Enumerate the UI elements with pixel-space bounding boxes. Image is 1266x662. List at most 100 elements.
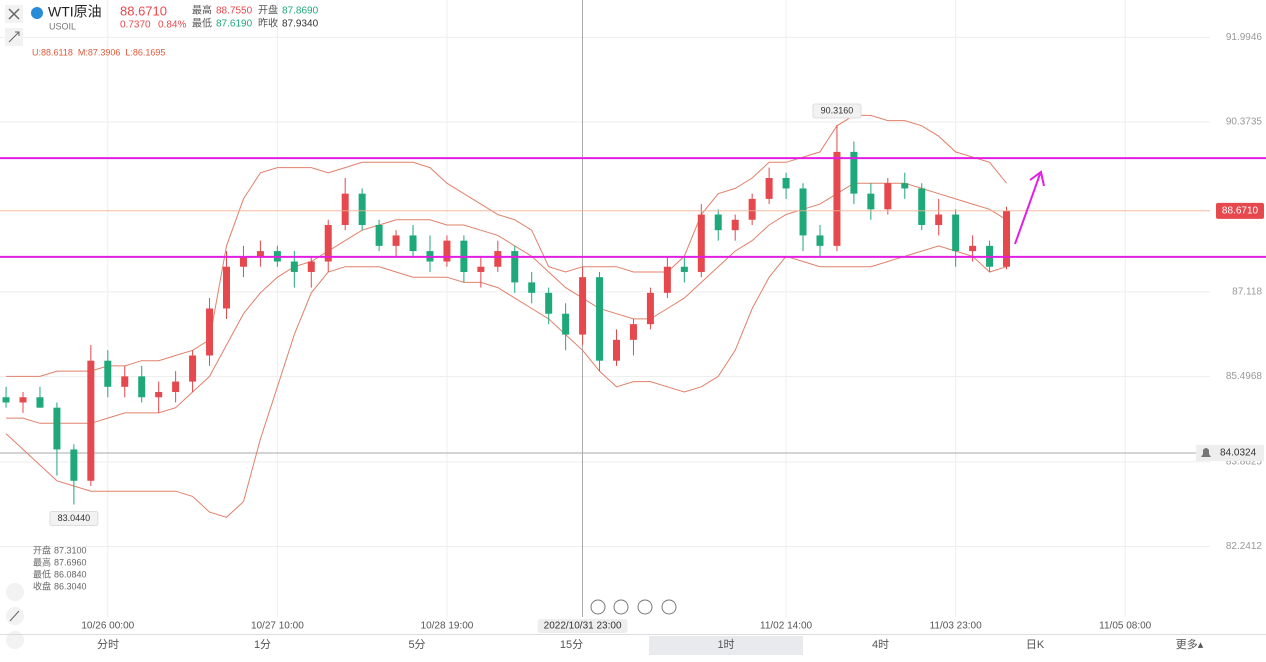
candle-body bbox=[189, 355, 197, 382]
x-tick-label: 11/05 08:00 bbox=[1099, 621, 1152, 632]
symbol[interactable]: WTI原油 bbox=[48, 4, 102, 20]
tab[interactable]: 15分 bbox=[560, 638, 583, 651]
candle-body bbox=[646, 292, 654, 325]
bollinger-band bbox=[6, 114, 1007, 377]
code: USOIL bbox=[49, 21, 76, 31]
y-tick-label: 90.3735 bbox=[1226, 117, 1263, 128]
price: 88.6710 bbox=[120, 3, 167, 18]
arrow-annotation bbox=[1014, 170, 1045, 245]
alert-label: 84.0324 bbox=[1220, 448, 1257, 459]
candle-body bbox=[545, 292, 553, 314]
candle-body bbox=[680, 266, 688, 272]
tab[interactable]: 日K bbox=[1026, 639, 1045, 651]
candle-body bbox=[121, 376, 129, 387]
candle-body bbox=[36, 397, 44, 408]
x-tick-label: 10/26 00:00 bbox=[81, 621, 134, 632]
y-tick-label: 91.9946 bbox=[1226, 32, 1263, 43]
x-tick-label: 10/27 10:00 bbox=[251, 621, 304, 632]
compare-button[interactable] bbox=[6, 631, 24, 649]
x-tick-label: 10/28 19:00 bbox=[421, 621, 474, 632]
candle-body bbox=[901, 183, 909, 189]
stat-label: 昨收 bbox=[258, 17, 278, 30]
stat-value: 87.6190 bbox=[216, 19, 253, 30]
x-tick-label: 11/02 14:00 bbox=[760, 621, 813, 632]
candle-body bbox=[731, 219, 739, 231]
tab[interactable]: 4时 bbox=[872, 638, 889, 651]
info-label: 收盘 bbox=[33, 580, 51, 591]
candle-body bbox=[748, 198, 756, 220]
candle-body bbox=[239, 256, 247, 267]
info-label: 最高 bbox=[33, 556, 51, 567]
y-tick-label: 87.118 bbox=[1232, 287, 1262, 298]
boll-legend: U:88.6118 M:87.3906 L:86.1695 bbox=[32, 47, 165, 57]
extreme-label: 90.3160 bbox=[821, 105, 854, 115]
candle-body bbox=[663, 266, 671, 293]
info-value: 87.3100 bbox=[54, 545, 87, 555]
x-tick-label: 11/03 23:00 bbox=[930, 621, 983, 632]
candle-body bbox=[884, 183, 892, 210]
tab[interactable]: 更多▴ bbox=[1176, 637, 1204, 651]
playback-controls[interactable] bbox=[590, 599, 677, 615]
next[interactable] bbox=[637, 599, 653, 615]
close-icon bbox=[8, 8, 20, 20]
bell-icon bbox=[1201, 447, 1211, 457]
info-label: 最低 bbox=[33, 568, 51, 579]
candle-body bbox=[697, 214, 705, 272]
last-price-label: 88.6710 bbox=[1222, 205, 1259, 216]
extreme-label: 83.0440 bbox=[58, 513, 91, 523]
tab-active-bg bbox=[649, 636, 803, 655]
candle-body bbox=[596, 277, 604, 361]
candle-body bbox=[222, 266, 230, 309]
candle-body bbox=[53, 407, 61, 450]
crosshair-label-bg bbox=[537, 619, 628, 633]
zoom-out[interactable] bbox=[590, 599, 606, 615]
tab[interactable]: 1时 bbox=[717, 638, 734, 651]
candle-body bbox=[562, 313, 570, 335]
candle-body bbox=[307, 261, 315, 272]
candle-body bbox=[799, 188, 807, 236]
extreme-tag bbox=[812, 103, 862, 119]
zoom-in[interactable] bbox=[661, 599, 677, 615]
candle-body bbox=[341, 193, 349, 225]
candle-body bbox=[324, 224, 332, 262]
candle-body bbox=[358, 193, 366, 225]
candle-body bbox=[87, 360, 95, 481]
candle-body bbox=[969, 245, 977, 252]
candle-body bbox=[511, 251, 519, 283]
stat-value: 88.7550 bbox=[216, 6, 253, 17]
tab[interactable]: 1分 bbox=[254, 638, 271, 651]
symbol-icon bbox=[31, 7, 43, 19]
prev[interactable] bbox=[613, 599, 629, 615]
candle-body bbox=[155, 392, 163, 398]
tab[interactable]: 分时 bbox=[97, 638, 119, 651]
stat-label: 最高 bbox=[192, 4, 212, 17]
candle-body bbox=[477, 266, 485, 272]
indicator-button[interactable] bbox=[6, 583, 24, 601]
info-label: 开盘 bbox=[33, 544, 51, 555]
tab[interactable]: 5分 bbox=[408, 638, 425, 651]
crosshair-label: 2022/10/31 23:00 bbox=[544, 621, 622, 632]
stat-label: 最低 bbox=[192, 17, 212, 30]
bollinger-band bbox=[5, 245, 1007, 518]
toolbar[interactable] bbox=[5, 5, 24, 649]
candle-body bbox=[952, 214, 960, 252]
candle-body bbox=[19, 397, 27, 403]
candle-body bbox=[172, 381, 180, 393]
y-tick-label: 85.4968 bbox=[1226, 371, 1263, 382]
candle-body bbox=[138, 376, 146, 398]
candle-body bbox=[443, 240, 451, 262]
last-price-tag bbox=[1216, 202, 1264, 219]
draw-icon bbox=[9, 610, 20, 622]
candle-body bbox=[1003, 210, 1011, 267]
change-pct: 0.84% bbox=[158, 20, 186, 31]
candle-body bbox=[494, 251, 502, 267]
info-value: 86.3040 bbox=[54, 581, 87, 591]
info-value: 87.6960 bbox=[54, 557, 87, 567]
candle-body bbox=[2, 397, 10, 403]
candle-body bbox=[104, 360, 112, 387]
y-tick-label: 82.2412 bbox=[1226, 541, 1263, 552]
alert-tag[interactable] bbox=[1196, 444, 1264, 461]
expand-icon bbox=[8, 31, 20, 43]
